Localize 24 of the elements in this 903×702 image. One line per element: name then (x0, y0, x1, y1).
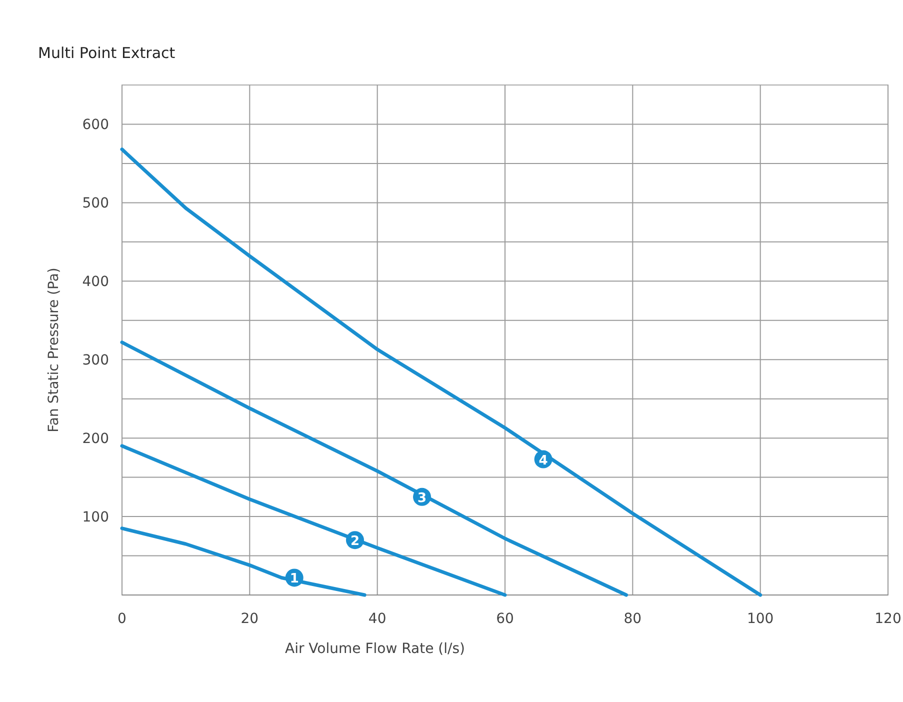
x-tick-label: 60 (496, 611, 514, 627)
line-series (120, 444, 507, 597)
y-tick-label: 100 (82, 510, 109, 526)
x-tick-label: 20 (240, 611, 259, 627)
y-tick-label: 200 (82, 431, 109, 448)
annotation: 3 (417, 490, 427, 506)
chart-title: Multi Point Extract (38, 44, 176, 62)
annotation: 2 (350, 534, 360, 550)
x-tick-label: 120 (874, 611, 902, 627)
y-tick-label: 500 (82, 196, 109, 212)
y-tick-label: 600 (82, 117, 109, 134)
x-axis-title: Air Volume Flow Rate (l/s) (285, 641, 465, 657)
line-series (120, 148, 762, 597)
y-tick-label: 300 (82, 352, 109, 369)
x-tick-label: 80 (624, 611, 642, 627)
x-tick-label: 0 (118, 611, 126, 627)
y-axis-title: Fan Static Pressure (Pa) (46, 268, 62, 432)
line-series (120, 526, 366, 597)
annotation: 4 (538, 453, 548, 468)
line-series (120, 340, 628, 597)
x-tick-label: 40 (368, 611, 386, 627)
annotation: 1 (290, 572, 299, 587)
y-tick-label: 400 (82, 274, 109, 290)
x-tick-label: 100 (746, 611, 774, 627)
